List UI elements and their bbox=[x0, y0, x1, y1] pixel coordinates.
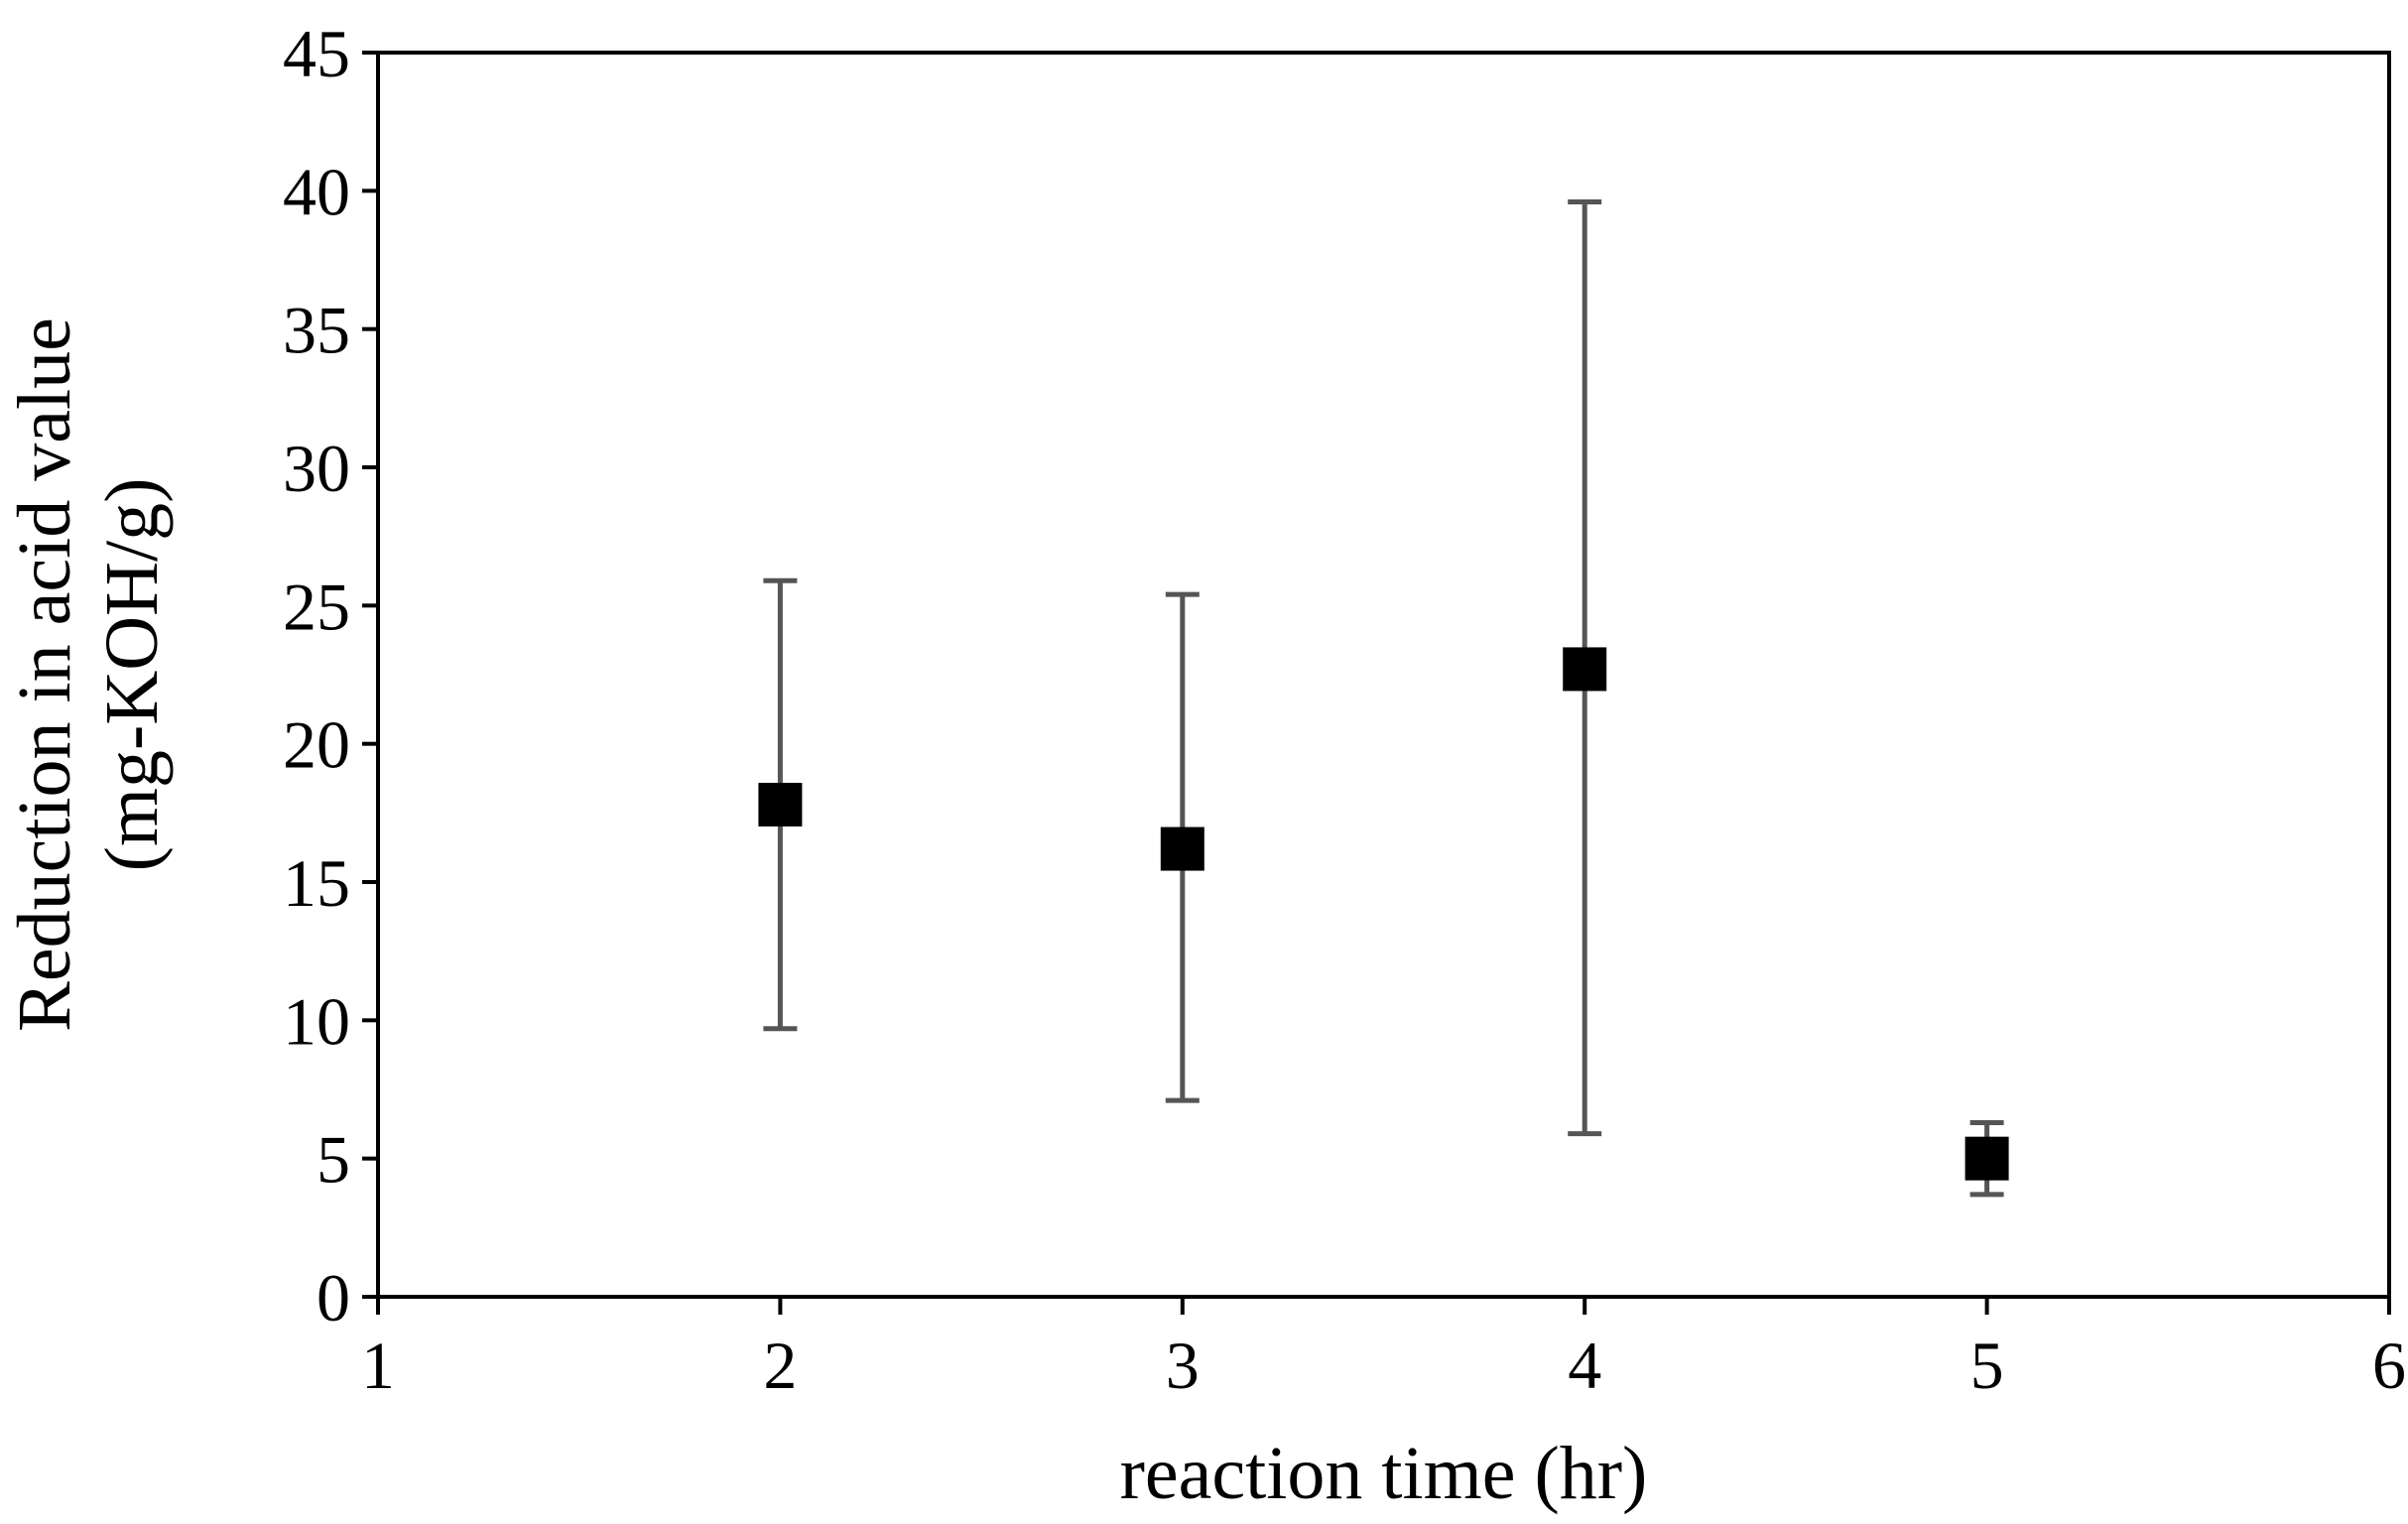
y-tick-label: 10 bbox=[283, 983, 350, 1059]
x-axis-title: reaction time (hr) bbox=[1120, 1432, 1648, 1515]
data-point bbox=[1563, 647, 1607, 692]
y-tick-label: 35 bbox=[283, 293, 350, 368]
x-axis-ticks: 1 2 3 4 5 6 bbox=[361, 1297, 2406, 1403]
x-tick-label: 2 bbox=[763, 1328, 797, 1403]
y-tick-label: 30 bbox=[283, 431, 350, 506]
y-tick-label: 0 bbox=[317, 1260, 350, 1335]
y-tick-label: 40 bbox=[283, 154, 350, 229]
x-tick-label: 4 bbox=[1568, 1328, 1601, 1403]
y-tick-label: 25 bbox=[283, 569, 350, 644]
x-tick-label: 5 bbox=[1970, 1328, 2004, 1403]
x-tick-label: 3 bbox=[1166, 1328, 1200, 1403]
x-tick-label: 1 bbox=[361, 1328, 395, 1403]
y-axis-title-line-2: (mg-KOH/g) bbox=[90, 478, 174, 872]
y-tick-label: 45 bbox=[283, 16, 350, 91]
data-point bbox=[1964, 1136, 2009, 1181]
y-axis-title-line-1: Reduction in acid value bbox=[3, 318, 86, 1032]
plot-frame bbox=[376, 51, 2391, 1299]
x-tick-label: 6 bbox=[2372, 1328, 2406, 1403]
y-tick-label: 15 bbox=[283, 845, 350, 921]
y-tick-label: 20 bbox=[283, 707, 350, 783]
error-bars bbox=[763, 198, 2004, 1198]
data-point bbox=[758, 782, 803, 826]
data-markers bbox=[758, 647, 2009, 1181]
y-tick-label: 5 bbox=[317, 1122, 350, 1198]
data-point bbox=[1160, 826, 1204, 871]
y-axis-ticks: 0 5 10 15 20 25 30 35 40 45 bbox=[283, 16, 378, 1335]
